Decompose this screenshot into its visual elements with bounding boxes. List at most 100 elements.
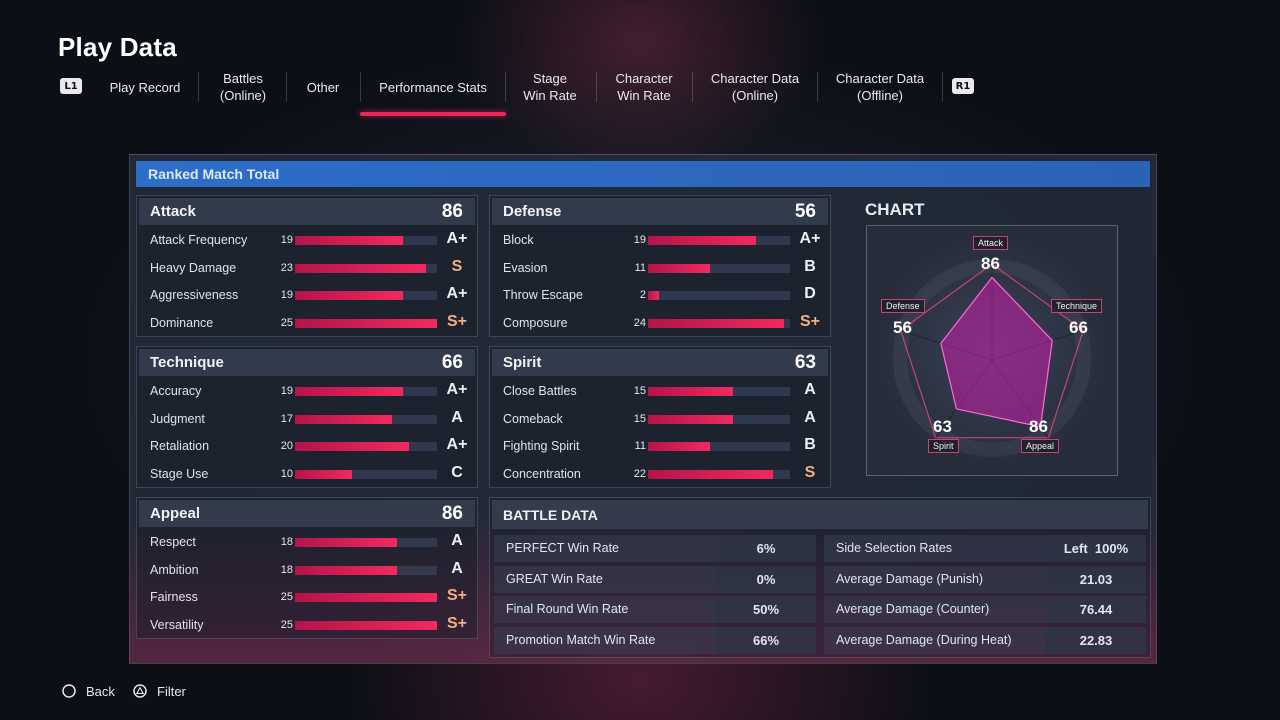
l1-button-icon[interactable]: L1 [60,78,82,94]
stat-value: 15 [633,385,646,397]
stat-grade: A+ [446,436,468,453]
tab-divider [596,72,597,102]
triangle-button-icon [133,684,147,698]
stat-grade: C [451,463,463,481]
stat-grade: B [804,257,816,275]
stat-row: Comeback 15 A [490,406,832,433]
stat-bar-fill [295,291,403,300]
battle-data-label: Side Selection Rates [836,541,953,555]
stat-label: Retaliation [150,439,210,453]
radar-chart-svg [873,232,1111,469]
radar-axis-value: 56 [893,318,912,337]
tab-character-data-online[interactable]: Character Data (Online) [710,71,800,103]
stat-bar-fill [295,442,409,451]
battle-data-row: Average Damage (Counter) 76.44 [824,596,1146,624]
stat-bar-track [295,414,437,424]
stat-bar-fill [295,565,398,575]
battle-data-title: BATTLE DATA [492,500,1148,529]
stat-value: 25 [280,316,293,329]
stat-bar-track [648,236,790,245]
stat-bar-track [295,442,437,451]
battle-data-label: Average Damage (Counter) [836,602,990,617]
radar-value-shape [940,276,1053,428]
stat-value: 23 [280,261,293,274]
battle-data-label: Average Damage (Punish) [836,571,984,586]
filter-button[interactable]: Filter [133,682,186,700]
stat-group-score: 63 [794,351,816,373]
stat-group-score: 56 [794,200,816,222]
battle-data-value: 6% [716,535,816,562]
stat-label: Block [503,233,534,247]
stat-grade: S+ [799,312,820,330]
stat-grade: D [804,285,816,302]
stat-group-name: Technique [150,354,224,371]
stat-group-header: Appeal 86 [139,500,475,527]
stat-row: Ambition 18 A [137,557,479,584]
tab-battles-online[interactable]: Battles (Online) [219,71,267,103]
stat-group-name: Defense [503,203,562,220]
stat-group-spirit: Spirit 63 Close Battles 15 A Comeback 15 A Fight… [489,346,831,488]
battle-data-row: Final Round Win Rate 50% [494,596,816,624]
tab-divider [286,72,287,102]
stat-value: 19 [280,234,293,246]
stat-bar-fill [648,236,756,245]
tab-character-win-rate[interactable]: Character Win Rate [615,71,673,103]
r1-button-icon[interactable]: R1 [952,78,974,94]
stat-grade: S+ [446,587,467,604]
battle-data-label: Average Damage (During Heat) [836,633,1012,648]
stat-row: Stage Use 10 C [137,461,479,488]
stat-row: Block 19 A+ [490,227,832,254]
stat-grade: S+ [446,312,467,330]
page-title: Play Data [58,32,177,62]
stat-grade: A [451,408,463,426]
battle-data-label: Promotion Match Win Rate [506,633,656,648]
stat-label: Stage Use [150,466,209,481]
stat-group-appeal: Appeal 86 Respect 18 A Ambition 18 A Fairness 25 S… [136,497,478,639]
stat-value: 20 [280,440,293,452]
stat-row: Judgment 17 A [137,406,479,433]
stat-grade: B [804,436,816,453]
battle-data-value: 0% [716,565,816,593]
battle-data-row: GREAT Win Rate 0% [494,565,816,593]
stat-grade: A+ [446,230,468,247]
stat-group-header: Technique 66 [139,349,475,376]
stat-bar-track [648,263,790,273]
radar-ring [893,259,1091,457]
stat-row: Accuracy 19 A+ [137,378,479,405]
stat-group-score: 86 [441,200,463,222]
stat-grade: A+ [446,381,468,398]
battle-data-row: Promotion Match Win Rate 66% [494,627,816,655]
tab-bar: L1 Play Record Battles (Online) Other Pe… [60,68,1060,116]
stat-grade: S [804,463,816,481]
radar-axis-value: 63 [933,417,952,436]
stat-value: 18 [280,536,293,548]
battle-data-label: Final Round Win Rate [506,602,629,617]
stat-row: Attack Frequency 19 A+ [137,227,479,254]
tab-stage-win-rate[interactable]: Stage Win Rate [523,71,577,103]
back-button[interactable]: Back [62,682,115,700]
tab-divider [692,72,693,102]
stat-group-header: Spirit 63 [492,349,828,376]
tab-performance-stats[interactable]: Performance Stats [360,68,506,116]
stat-bar-fill [295,620,437,630]
stat-bar-track [648,387,790,396]
circle-button-icon [62,684,76,698]
stat-bar-track [295,387,437,396]
tab-divider [198,72,199,102]
stat-bar-track [295,620,437,630]
stat-value: 19 [280,385,293,397]
tab-other[interactable]: Other [306,79,340,95]
stat-row: Fairness 25 S+ [137,584,479,611]
radar-axis-label: Technique [1051,299,1103,313]
stat-row: Concentration 22 S [490,461,832,488]
tab-play-record[interactable]: Play Record [109,79,181,95]
filter-label: Filter [157,683,186,699]
stat-group-name: Spirit [503,354,542,371]
stat-value: 18 [280,563,293,576]
stat-bar-fill [648,263,711,273]
stat-group-name: Appeal [150,505,201,522]
battle-data-value: 76.44 [1046,596,1146,624]
tab-character-data-offline[interactable]: Character Data (Offline) [835,71,925,103]
battle-data-value: 50% [716,596,816,624]
stat-bar-track [295,263,437,273]
